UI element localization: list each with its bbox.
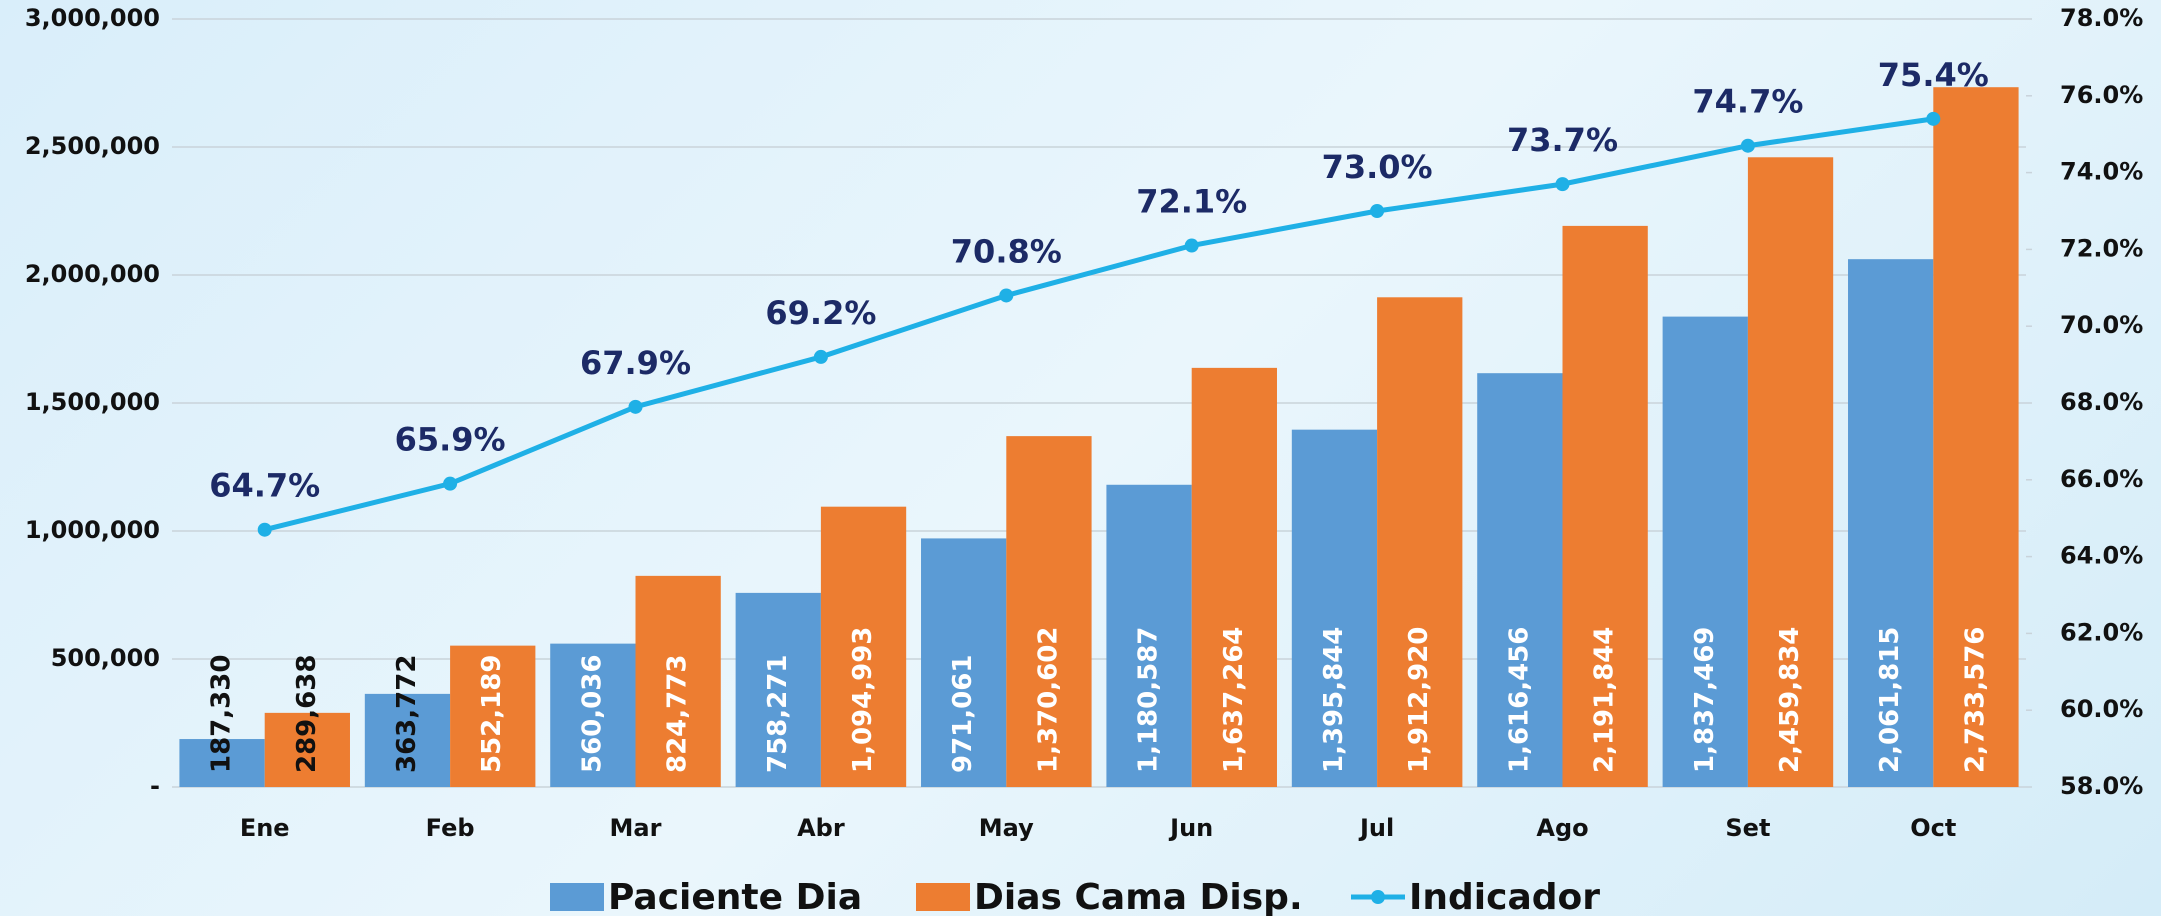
- bar: [820, 506, 907, 787]
- line-marker: [1926, 111, 1941, 126]
- line-value-label: 69.2%: [765, 294, 876, 332]
- bar-value-label: 1,180,587: [1134, 627, 1164, 773]
- bar-value-label: 971,061: [948, 655, 978, 773]
- y2-tick-label: 76.0%: [2060, 81, 2143, 109]
- bar-value-label: 2,459,834: [1775, 627, 1805, 773]
- y2-tick-label: 72.0%: [2060, 234, 2143, 262]
- bar: [450, 645, 536, 787]
- line-value-label: 67.9%: [580, 344, 691, 382]
- y2-tick-label: 78.0%: [2060, 4, 2143, 32]
- y2-tick-label: 62.0%: [2060, 618, 2143, 646]
- x-tick-label: Jun: [1168, 814, 1213, 842]
- bar: [1191, 367, 1277, 787]
- line-marker: [1370, 204, 1385, 218]
- bar-value-label: 824,773: [663, 655, 693, 773]
- bar: [1747, 157, 1834, 788]
- bar: [550, 643, 636, 787]
- bar: [635, 575, 721, 787]
- y2-tick-label: 64.0%: [2060, 542, 2143, 570]
- bar-value-label: 560,036: [577, 655, 607, 773]
- y2-tick-label: 74.0%: [2060, 158, 2143, 186]
- line-value-label: 72.1%: [1136, 183, 1247, 221]
- x-tick-label: Oct: [1910, 814, 1956, 842]
- bar-value-label: 758,271: [763, 655, 793, 773]
- line-marker: [1184, 238, 1199, 253]
- x-tick-label: Mar: [610, 814, 662, 842]
- bar: [1006, 436, 1092, 787]
- y-tick-label: 1,000,000: [25, 516, 160, 544]
- y2-tick-label: 68.0%: [2060, 388, 2143, 416]
- y2-tick-label: 60.0%: [2060, 695, 2143, 723]
- line-value-label: 65.9%: [395, 421, 506, 459]
- legend-item: Dias Cama Disp.: [916, 877, 1303, 916]
- bar-value-label: 1,094,993: [848, 627, 878, 773]
- bar: [1377, 297, 1463, 787]
- line-marker: [1740, 138, 1755, 153]
- legend-label: Indicador: [1409, 877, 1600, 916]
- bar-value-label: 1,837,469: [1690, 627, 1720, 773]
- bar-value-label: 2,061,815: [1875, 627, 1905, 773]
- line-marker: [257, 522, 272, 537]
- x-tick-label: Set: [1725, 814, 1770, 842]
- bar-value-label: 1,616,456: [1504, 627, 1534, 773]
- bar-value-label: 187,330: [207, 655, 237, 773]
- legend-item: Indicador: [1351, 877, 1600, 916]
- y-tick-label: 2,500,000: [25, 132, 160, 160]
- line-value-label: 73.0%: [1322, 148, 1433, 186]
- line-marker: [443, 476, 458, 491]
- line-marker: [1555, 177, 1570, 192]
- y-tick-label: 500,000: [51, 644, 160, 672]
- line-marker: [999, 288, 1014, 303]
- bar: [264, 712, 350, 787]
- x-tick-label: Abr: [797, 814, 845, 842]
- line-value-label: 70.8%: [951, 232, 1062, 270]
- bar: [364, 693, 451, 787]
- legend-swatch-marker: [1371, 890, 1385, 904]
- bar: [1662, 316, 1748, 787]
- bar-value-label: 1,637,264: [1219, 627, 1249, 773]
- x-tick-label: Feb: [426, 814, 475, 842]
- legend-item: Paciente Dia: [550, 877, 862, 916]
- legend-swatch: [916, 883, 970, 911]
- line: [264, 116, 1934, 533]
- legend-swatch: [550, 883, 604, 911]
- y-tick-label: -: [150, 772, 160, 800]
- x-tick-label: Ago: [1536, 814, 1588, 842]
- y-tick-label: 3,000,000: [25, 4, 160, 32]
- line-value-label: 73.7%: [1507, 121, 1618, 159]
- y2-tick-label: 70.0%: [2060, 311, 2143, 339]
- y2-tick-label: 58.0%: [2060, 772, 2143, 800]
- bar-value-label: 363,772: [392, 655, 422, 773]
- legend-label: Dias Cama Disp.: [974, 877, 1303, 916]
- bar: [1106, 484, 1192, 787]
- bar-value-label: 552,189: [477, 655, 507, 773]
- bar: [1848, 259, 1934, 787]
- legend-label: Paciente Dia: [608, 877, 862, 916]
- bar: [921, 538, 1007, 787]
- bar-value-label: 2,733,576: [1960, 627, 1990, 773]
- y-tick-label: 1,500,000: [25, 388, 160, 416]
- line-value-label: 75.4%: [1878, 56, 1989, 94]
- bar-value-label: 1,370,602: [1033, 627, 1063, 773]
- line-marker: [813, 349, 828, 364]
- bar: [179, 739, 265, 787]
- y-tick-label: 2,000,000: [25, 260, 160, 288]
- bar: [1477, 373, 1563, 787]
- bar: [735, 592, 821, 787]
- x-tick-label: Ene: [240, 814, 290, 842]
- x-tick-label: May: [979, 814, 1034, 842]
- bar-value-label: 1,395,844: [1319, 627, 1349, 773]
- line-marker: [628, 399, 643, 414]
- y2-tick-label: 66.0%: [2060, 465, 2143, 493]
- line-value-label: 74.7%: [1692, 83, 1803, 121]
- bar-value-label: 2,191,844: [1590, 627, 1620, 773]
- line-value-label: 64.7%: [209, 467, 320, 505]
- bar: [1933, 87, 2019, 788]
- bar: [1291, 429, 1378, 787]
- x-tick-label: Jul: [1358, 814, 1394, 842]
- bar-value-label: 289,638: [292, 655, 322, 773]
- bar-value-label: 1,912,920: [1404, 627, 1434, 773]
- bar: [1562, 225, 1648, 787]
